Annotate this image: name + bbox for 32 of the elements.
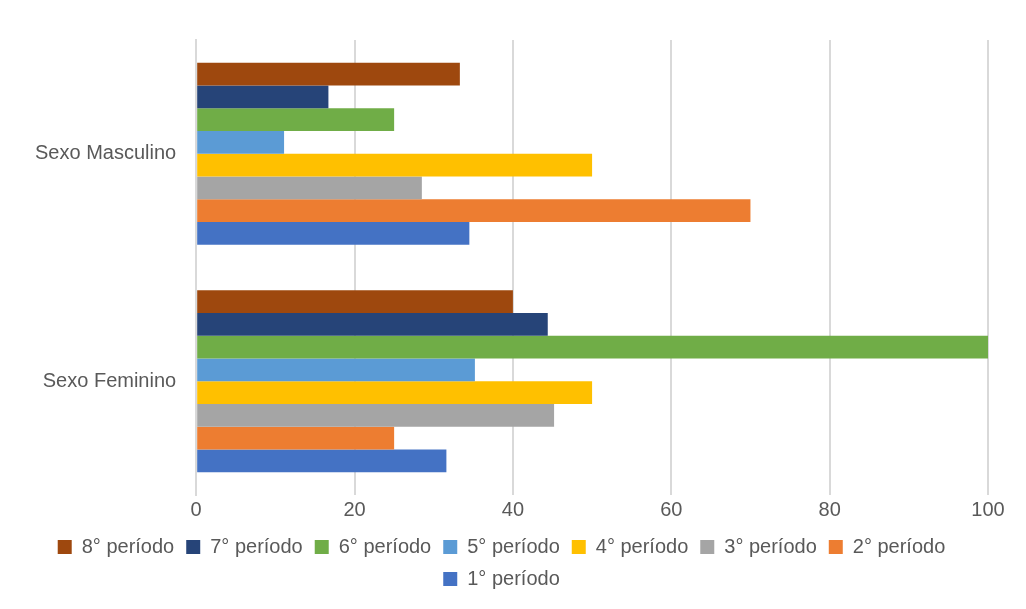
bar (197, 108, 395, 131)
y-tick-label: Sexo Feminino (42, 368, 177, 391)
bar (197, 335, 988, 359)
bar (197, 176, 422, 200)
legend-label: 1° período (467, 566, 560, 589)
bar (197, 381, 593, 404)
x-tick-label: 60 (660, 497, 683, 520)
bar (197, 404, 555, 427)
x-tick-label: 0 (190, 497, 202, 520)
x-tick-label: 100 (971, 497, 1005, 520)
x-tick-label: 40 (501, 497, 525, 520)
bar (197, 222, 470, 245)
legend-label: 3° período (724, 534, 817, 557)
legend-label: 8° período (81, 534, 175, 557)
x-tick-label: 20 (343, 497, 366, 520)
bar (197, 358, 475, 382)
y-tick-label: Sexo Masculino (34, 141, 177, 164)
legend-label: 4° período (595, 534, 689, 557)
bar (197, 426, 395, 450)
bar (197, 313, 548, 336)
bar (197, 62, 460, 86)
bar (197, 131, 285, 154)
x-tick-label: 80 (818, 497, 841, 520)
bar (197, 85, 329, 109)
legend-label: 2° período (852, 534, 946, 557)
bar (197, 199, 751, 222)
legend-label: 6° período (338, 534, 432, 557)
legend-label: 5° período (467, 534, 560, 557)
bar (197, 153, 593, 177)
legend-label: 7° período (210, 534, 303, 557)
bar (197, 449, 447, 473)
bar (197, 290, 513, 313)
